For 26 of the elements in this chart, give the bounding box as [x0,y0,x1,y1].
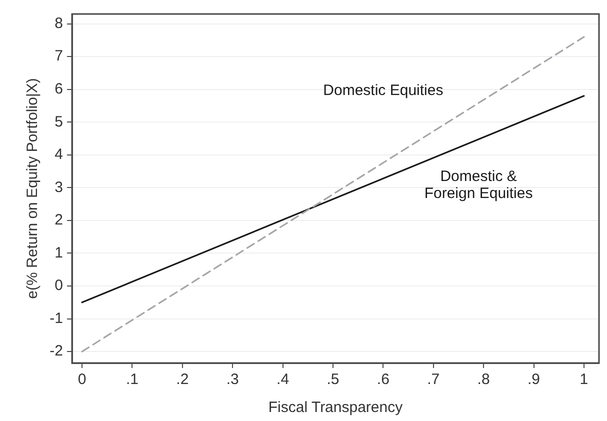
y-tick-label: 2 [54,212,63,229]
x-tick-label: .1 [126,371,138,388]
x-tick-label: .3 [226,371,239,388]
x-axis-title: Fiscal Transparency [268,399,404,416]
y-tick-label: -2 [50,342,63,360]
y-tick-label: 3 [54,178,63,196]
x-tick-label: .4 [276,371,290,388]
x-tick-label: 0 [78,371,86,388]
x-tick-label: .6 [376,371,390,388]
x-tick-label: .5 [326,371,340,388]
y-tick-label: 4 [54,146,63,164]
x-tick-label: .7 [427,371,440,388]
y-tick-label: 8 [54,14,63,32]
y-tick-label: 7 [54,48,63,65]
x-tick-label: .8 [477,371,490,388]
x-tick-label: .2 [176,371,189,388]
series-label: Domestic Equities [323,82,444,99]
y-tick-label: 6 [54,80,63,98]
y-tick-label: 1 [54,244,63,262]
series-label: Domestic & Foreign Equities [424,168,533,202]
y-axis-title: e(% Return on Equity Portfolio|X) [24,78,42,299]
x-tick-label: 1 [580,371,588,388]
y-tick-label: 5 [54,113,63,130]
y-tick-label: 0 [54,277,63,294]
x-tick-label: .9 [527,371,540,388]
y-tick-label: -1 [50,310,63,327]
